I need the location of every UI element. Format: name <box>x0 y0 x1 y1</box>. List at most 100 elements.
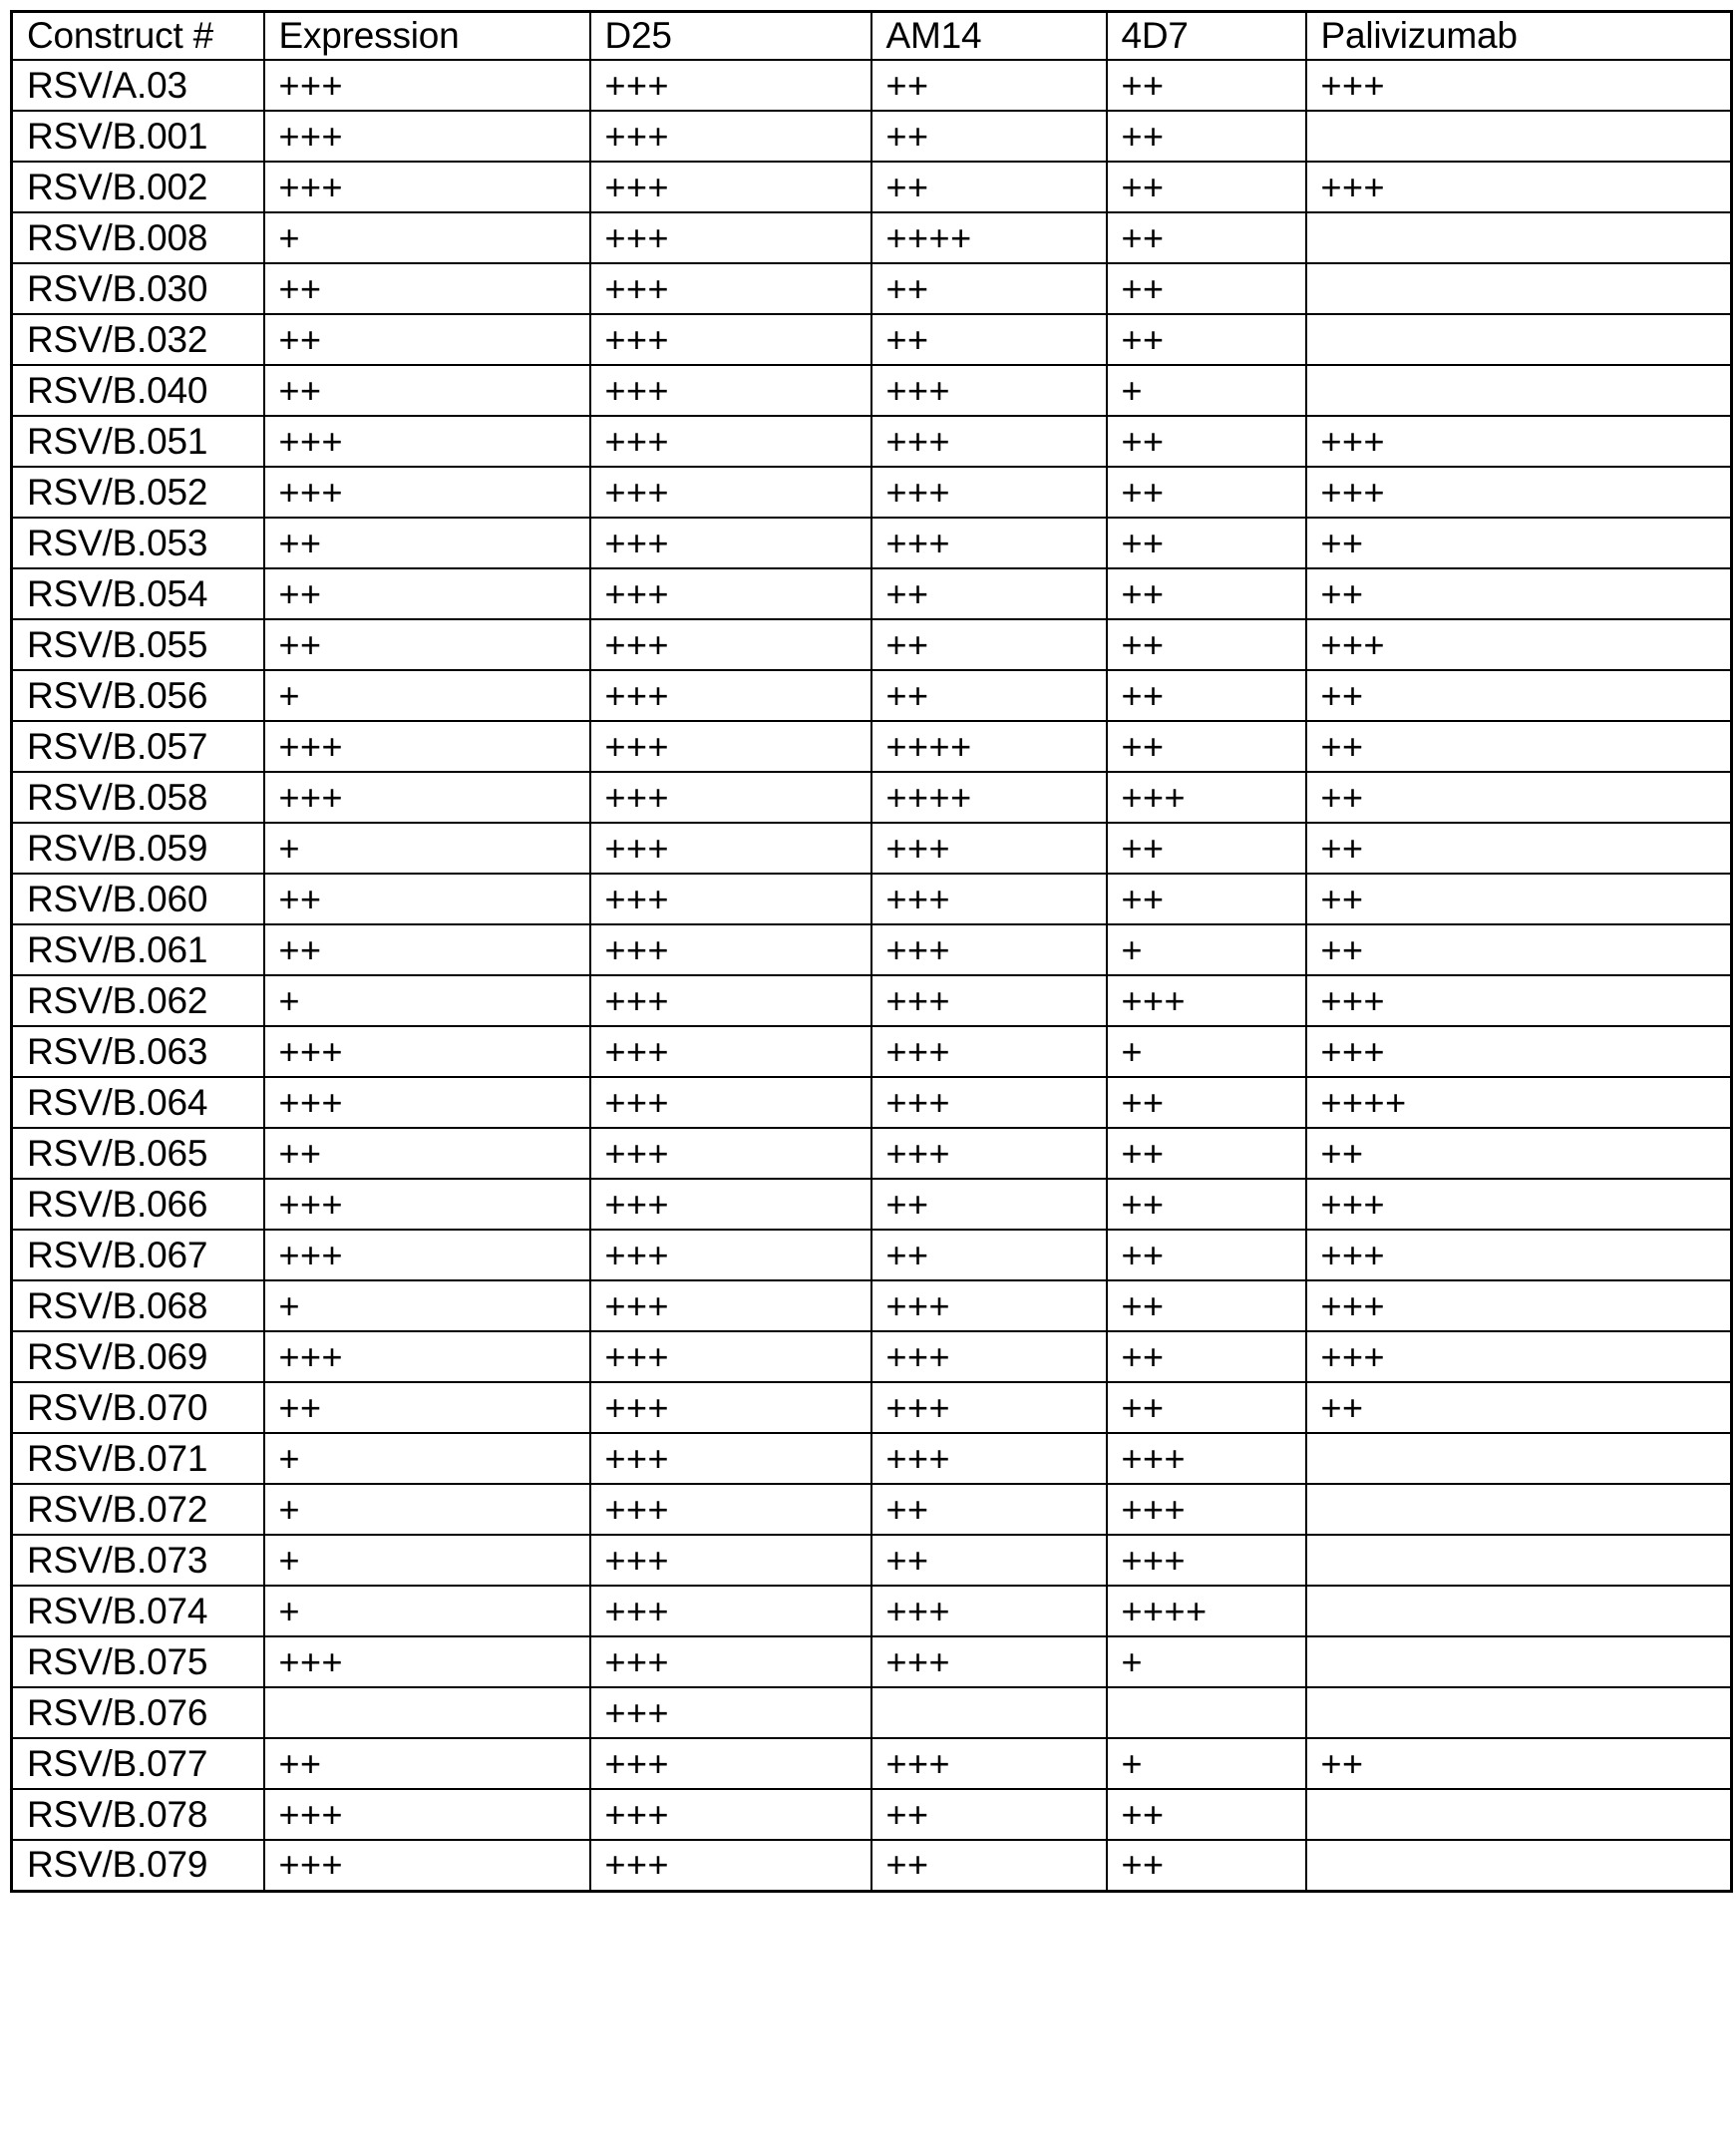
cell-d25: +++ <box>590 924 871 975</box>
table-row: RSV/B.067+++++++++++++ <box>12 1230 1732 1280</box>
cell-fourD7: ++ <box>1107 1382 1306 1433</box>
cell-construct-id: RSV/B.071 <box>12 1433 264 1484</box>
table-row: RSV/B.008++++++++++ <box>12 212 1732 263</box>
cell-expression: +++ <box>264 416 590 467</box>
cell-expression: + <box>264 1586 590 1636</box>
table-row: RSV/B.030+++++++++ <box>12 263 1732 314</box>
cell-d25: +++ <box>590 365 871 416</box>
cell-fourD7: ++ <box>1107 416 1306 467</box>
cell-d25: +++ <box>590 1636 871 1687</box>
cell-construct-id: RSV/A.03 <box>12 60 264 111</box>
cell-construct-id: RSV/B.053 <box>12 518 264 568</box>
cell-construct-id: RSV/B.068 <box>12 1280 264 1331</box>
cell-am14: ++ <box>871 619 1107 670</box>
cell-am14: +++ <box>871 416 1107 467</box>
table-row: RSV/B.032+++++++++ <box>12 314 1732 365</box>
cell-d25: +++ <box>590 467 871 518</box>
cell-construct-id: RSV/B.078 <box>12 1789 264 1840</box>
cell-construct-id: RSV/B.063 <box>12 1026 264 1077</box>
cell-am14: +++ <box>871 823 1107 874</box>
cell-am14: +++ <box>871 467 1107 518</box>
cell-palivizumab: +++ <box>1306 416 1732 467</box>
cell-palivizumab: +++ <box>1306 619 1732 670</box>
cell-d25: +++ <box>590 1535 871 1586</box>
table-row: RSV/B.055++++++++++++ <box>12 619 1732 670</box>
cell-d25: +++ <box>590 1280 871 1331</box>
cell-construct-id: RSV/B.066 <box>12 1179 264 1230</box>
cell-palivizumab <box>1306 1687 1732 1738</box>
cell-construct-id: RSV/B.051 <box>12 416 264 467</box>
cell-am14: ++ <box>871 1484 1107 1535</box>
cell-d25: +++ <box>590 772 871 823</box>
cell-fourD7: ++ <box>1107 670 1306 721</box>
table-row: RSV/B.040+++++++++ <box>12 365 1732 416</box>
cell-expression: + <box>264 1280 590 1331</box>
table-header-row: Construct # Expression D25 AM14 4D7 Pali… <box>12 12 1732 61</box>
cell-am14: ++++ <box>871 772 1107 823</box>
cell-construct-id: RSV/B.030 <box>12 263 264 314</box>
cell-d25: +++ <box>590 823 871 874</box>
cell-construct-id: RSV/B.058 <box>12 772 264 823</box>
cell-am14: ++ <box>871 1840 1107 1891</box>
cell-palivizumab <box>1306 1535 1732 1586</box>
cell-expression: + <box>264 975 590 1026</box>
cell-fourD7 <box>1107 1687 1306 1738</box>
cell-d25: +++ <box>590 1484 871 1535</box>
cell-palivizumab: ++ <box>1306 772 1732 823</box>
cell-d25: +++ <box>590 1738 871 1789</box>
cell-fourD7: ++ <box>1107 60 1306 111</box>
cell-fourD7: ++ <box>1107 111 1306 162</box>
column-header-palivizumab: Palivizumab <box>1306 12 1732 61</box>
cell-fourD7: ++++ <box>1107 1586 1306 1636</box>
cell-construct-id: RSV/B.001 <box>12 111 264 162</box>
table-row: RSV/B.060++++++++++++ <box>12 874 1732 924</box>
cell-d25: +++ <box>590 975 871 1026</box>
cell-expression: ++ <box>264 1128 590 1179</box>
cell-d25: +++ <box>590 212 871 263</box>
cell-palivizumab: ++++ <box>1306 1077 1732 1128</box>
cell-am14: ++++ <box>871 212 1107 263</box>
cell-palivizumab: ++ <box>1306 924 1732 975</box>
table-row: RSV/B.051++++++++++++++ <box>12 416 1732 467</box>
cell-am14: ++ <box>871 162 1107 212</box>
cell-construct-id: RSV/B.067 <box>12 1230 264 1280</box>
table-header: Construct # Expression D25 AM14 4D7 Pali… <box>12 12 1732 61</box>
cell-expression <box>264 1687 590 1738</box>
cell-d25: +++ <box>590 1382 871 1433</box>
cell-expression: +++ <box>264 772 590 823</box>
cell-am14 <box>871 1687 1107 1738</box>
cell-expression: + <box>264 212 590 263</box>
cell-construct-id: RSV/B.073 <box>12 1535 264 1586</box>
table-row: RSV/B.074+++++++++++ <box>12 1586 1732 1636</box>
cell-expression: +++ <box>264 1636 590 1687</box>
cell-d25: +++ <box>590 1586 871 1636</box>
table-row: RSV/B.063+++++++++++++ <box>12 1026 1732 1077</box>
table-row: RSV/B.062+++++++++++++ <box>12 975 1732 1026</box>
cell-d25: +++ <box>590 518 871 568</box>
cell-construct-id: RSV/B.056 <box>12 670 264 721</box>
cell-construct-id: RSV/B.070 <box>12 1382 264 1433</box>
cell-am14: +++ <box>871 1433 1107 1484</box>
column-header-4d7: 4D7 <box>1107 12 1306 61</box>
cell-expression: + <box>264 1535 590 1586</box>
cell-am14: +++ <box>871 518 1107 568</box>
cell-construct-id: RSV/B.040 <box>12 365 264 416</box>
cell-am14: +++ <box>871 1586 1107 1636</box>
table-row: RSV/B.068++++++++++++ <box>12 1280 1732 1331</box>
cell-palivizumab <box>1306 1789 1732 1840</box>
cell-palivizumab: ++ <box>1306 874 1732 924</box>
table-row: RSV/B.076+++ <box>12 1687 1732 1738</box>
cell-palivizumab <box>1306 263 1732 314</box>
cell-fourD7: ++ <box>1107 874 1306 924</box>
cell-construct-id: RSV/B.077 <box>12 1738 264 1789</box>
cell-fourD7: ++ <box>1107 619 1306 670</box>
cell-construct-id: RSV/B.008 <box>12 212 264 263</box>
table-row: RSV/B.056++++++++++ <box>12 670 1732 721</box>
table-row: RSV/B.054+++++++++++ <box>12 568 1732 619</box>
cell-am14: +++ <box>871 1382 1107 1433</box>
table-row: RSV/B.057++++++++++++++ <box>12 721 1732 772</box>
table-row: RSV/A.03+++++++++++++ <box>12 60 1732 111</box>
cell-construct-id: RSV/B.061 <box>12 924 264 975</box>
cell-d25: +++ <box>590 619 871 670</box>
construct-binding-table: Construct # Expression D25 AM14 4D7 Pali… <box>10 10 1733 1893</box>
